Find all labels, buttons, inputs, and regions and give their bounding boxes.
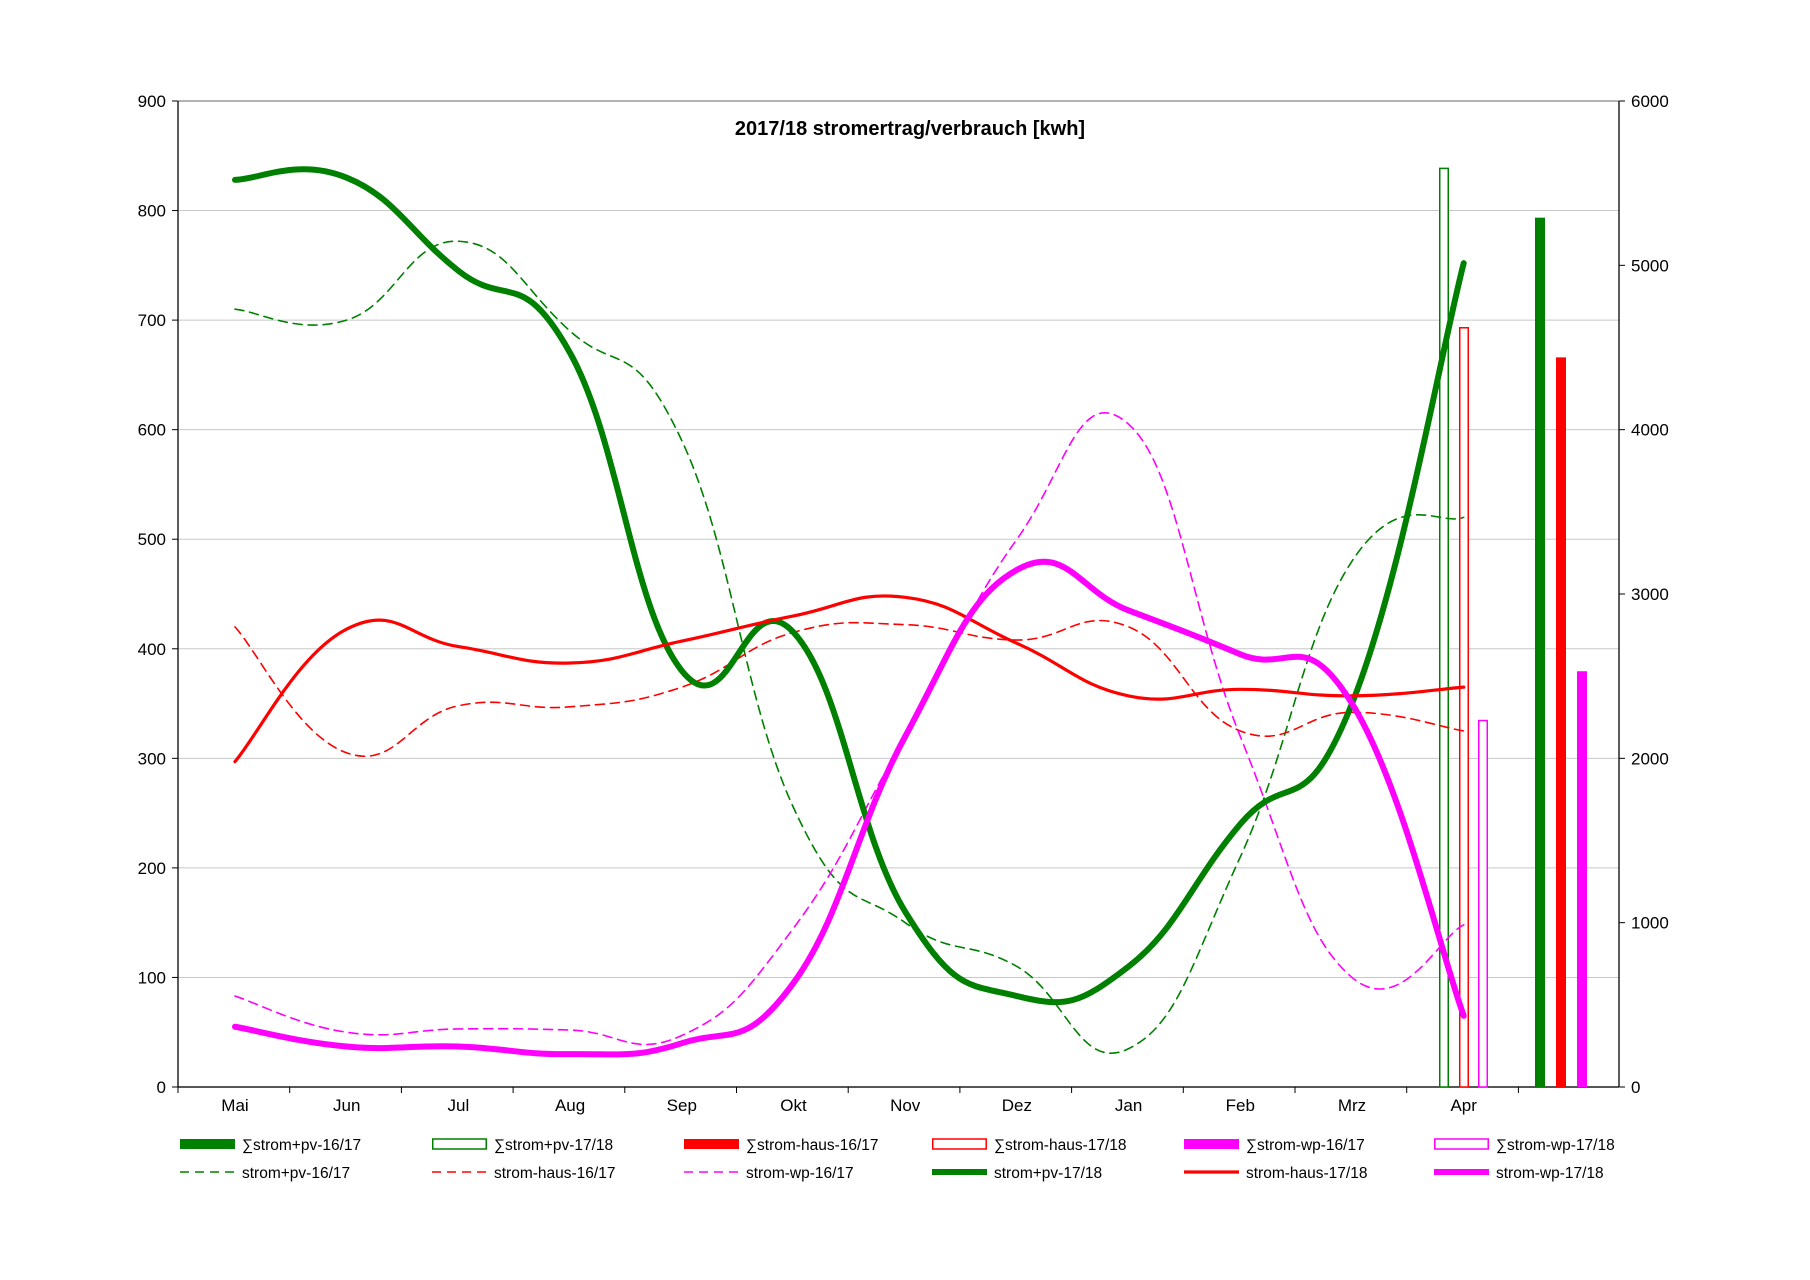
legend-swatch bbox=[684, 1139, 739, 1149]
y-right-tick-label: 4000 bbox=[1631, 421, 1669, 440]
x-tick-label: Jan bbox=[1115, 1096, 1142, 1115]
sum-bar bbox=[1535, 217, 1545, 1088]
x-tick-label: Mai bbox=[221, 1096, 248, 1115]
x-tick-label: Apr bbox=[1450, 1096, 1477, 1115]
legend-label: strom-haus-17/18 bbox=[1246, 1165, 1367, 1182]
y-left-tick-label: 700 bbox=[138, 311, 166, 330]
plot-border bbox=[177, 100, 1620, 1088]
legend-swatch bbox=[932, 1138, 987, 1150]
series-line bbox=[234, 412, 1465, 1046]
tick-labels: 0 100 200 300 400 500 600 700 800 900 0 1000 2000 300… bbox=[138, 92, 1669, 1115]
x-tick-label: Mrz bbox=[1338, 1096, 1366, 1115]
legend-label: ∑strom-haus-16/17 bbox=[746, 1137, 879, 1154]
x-tick-label: Dez bbox=[1002, 1096, 1032, 1115]
legend-label: ∑strom-wp-17/18 bbox=[1496, 1137, 1615, 1154]
legend-label: strom+pv-16/17 bbox=[242, 1165, 350, 1182]
x-tick-label: Aug bbox=[555, 1096, 585, 1115]
legend-label: ∑strom+pv-16/17 bbox=[242, 1137, 361, 1154]
series-line bbox=[232, 558, 1467, 1058]
y-left-tick-label: 400 bbox=[138, 640, 166, 659]
y-left-tick-label: 100 bbox=[138, 968, 166, 987]
y-right-tick-label: 1000 bbox=[1631, 914, 1669, 933]
y-right-tick-label: 6000 bbox=[1631, 92, 1669, 111]
legend-label: strom+pv-17/18 bbox=[994, 1165, 1102, 1182]
sum-bars bbox=[1439, 167, 1587, 1088]
series-line bbox=[234, 619, 1465, 757]
sum-bar bbox=[1577, 671, 1587, 1087]
y-right-tick-label: 5000 bbox=[1631, 256, 1669, 275]
legend-label: strom-wp-16/17 bbox=[746, 1165, 854, 1182]
x-tick-label: Nov bbox=[890, 1096, 921, 1115]
legend-label: strom-haus-16/17 bbox=[494, 1165, 615, 1182]
sum-bar bbox=[1459, 327, 1469, 1088]
legend-label: ∑strom-haus-17/18 bbox=[994, 1137, 1127, 1154]
y-left-tick-label: 200 bbox=[138, 859, 166, 878]
series-line bbox=[232, 166, 1467, 1006]
y-right-tick-label: 0 bbox=[1631, 1078, 1640, 1097]
legend-swatch bbox=[1184, 1139, 1239, 1149]
legend: ∑strom+pv-16/17 ∑strom+pv-17/18 ∑strom-hau… bbox=[180, 1137, 1615, 1182]
legend-label: ∑strom-wp-16/17 bbox=[1246, 1137, 1365, 1154]
series-line bbox=[233, 594, 1466, 764]
y-left-tick-label: 900 bbox=[138, 92, 166, 111]
legend-swatch bbox=[180, 1139, 235, 1149]
gridlines bbox=[178, 210, 1619, 978]
x-tick-label: Okt bbox=[780, 1096, 807, 1115]
x-tick-label: Sep bbox=[667, 1096, 697, 1115]
y-left-tick-label: 800 bbox=[138, 202, 166, 221]
series-lines bbox=[232, 166, 1467, 1058]
sum-bar bbox=[1556, 357, 1566, 1087]
sum-bar bbox=[1439, 167, 1449, 1088]
x-tick-label: Feb bbox=[1226, 1096, 1255, 1115]
y-left-tick-label: 500 bbox=[138, 530, 166, 549]
series-line bbox=[234, 240, 1465, 1054]
legend-label: ∑strom+pv-17/18 bbox=[494, 1137, 613, 1154]
y-left-tick-label: 600 bbox=[138, 421, 166, 440]
legend-label: strom-wp-17/18 bbox=[1496, 1165, 1604, 1182]
legend-swatch bbox=[1434, 1138, 1489, 1150]
chart-title: 2017/18 stromertrag/verbrauch [kwh] bbox=[735, 118, 1085, 140]
y-left-tick-label: 300 bbox=[138, 749, 166, 768]
axes bbox=[172, 100, 1625, 1093]
sum-bar bbox=[1478, 719, 1488, 1088]
y-right-tick-label: 2000 bbox=[1631, 749, 1669, 768]
x-tick-label: Jun bbox=[333, 1096, 360, 1115]
legend-swatch bbox=[432, 1138, 487, 1150]
x-tick-label: Jul bbox=[448, 1096, 470, 1115]
y-left-tick-label: 0 bbox=[157, 1078, 166, 1097]
y-right-tick-label: 3000 bbox=[1631, 585, 1669, 604]
